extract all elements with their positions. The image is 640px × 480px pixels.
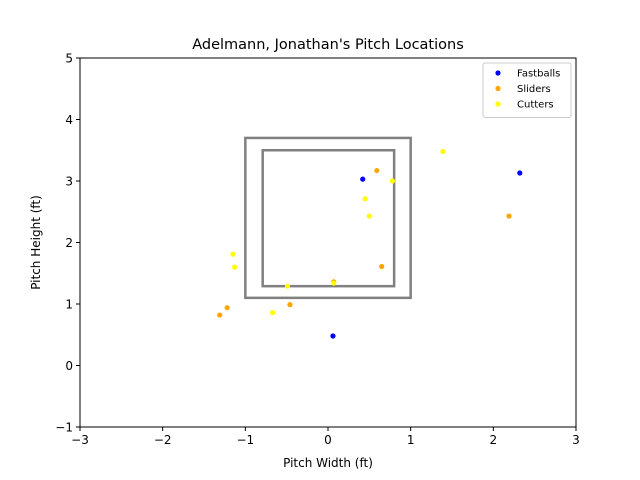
plot-area: [217, 136, 523, 339]
x-tick-label: 2: [490, 433, 498, 447]
cutters-point: [362, 196, 368, 202]
x-tick-label: 3: [572, 433, 580, 447]
legend-label: Cutters: [517, 100, 554, 111]
x-tick-label: −1: [236, 433, 254, 447]
fastballs-point: [360, 176, 366, 182]
x-tick-label: −3: [71, 433, 89, 447]
legend-marker: [495, 101, 501, 107]
cutters-point: [440, 148, 446, 155]
y-tick-label: 3: [65, 175, 73, 189]
legend-label: Sliders: [517, 84, 551, 95]
y-tick-label: 4: [65, 113, 73, 127]
x-axis-label: Pitch Width (ft): [283, 456, 373, 470]
fastballs-point: [330, 333, 336, 339]
legend-label: Fastballs: [517, 69, 560, 80]
cutters-point: [366, 213, 372, 219]
strike-zone-outer: [244, 136, 412, 300]
y-tick-label: 5: [65, 52, 73, 66]
y-axis: −1 0 1 2 3 4 5: [55, 52, 80, 435]
fastballs-point: [517, 170, 523, 176]
legend-marker: [495, 70, 501, 76]
sliders-point: [217, 312, 223, 318]
x-axis: −3 −2 −1 0 1 2 3: [71, 427, 580, 447]
y-tick-label: −1: [55, 421, 73, 435]
sliders-point: [506, 213, 512, 219]
sliders-point: [374, 167, 380, 174]
y-tick-label: 2: [65, 236, 73, 250]
legend-marker: [495, 85, 501, 92]
series-sliders: [217, 167, 512, 318]
x-tick-label: 0: [324, 433, 332, 447]
cutters-point: [331, 280, 337, 286]
cutters-point: [389, 178, 396, 184]
cutters-point: [270, 310, 276, 316]
y-tick-label: 1: [65, 298, 73, 312]
x-tick-label: 1: [407, 433, 415, 447]
cutters-point: [230, 251, 236, 257]
y-axis-label: Pitch Height (ft): [29, 195, 43, 290]
legend: Fastballs Sliders Cutters: [482, 62, 572, 118]
series-fastballs: [330, 170, 523, 339]
cutters-point: [284, 283, 291, 289]
strike-zone-inner: [261, 149, 396, 288]
cutters-point: [231, 264, 238, 270]
chart-title: Adelmann, Jonathan's Pitch Locations: [192, 37, 464, 53]
legend-box: [482, 62, 572, 118]
sliders-point: [224, 305, 230, 311]
y-tick-label: 0: [65, 359, 73, 373]
series-cutters: [230, 148, 446, 316]
sliders-point: [287, 302, 293, 308]
sliders-point: [379, 263, 385, 270]
x-tick-label: −2: [154, 433, 172, 447]
